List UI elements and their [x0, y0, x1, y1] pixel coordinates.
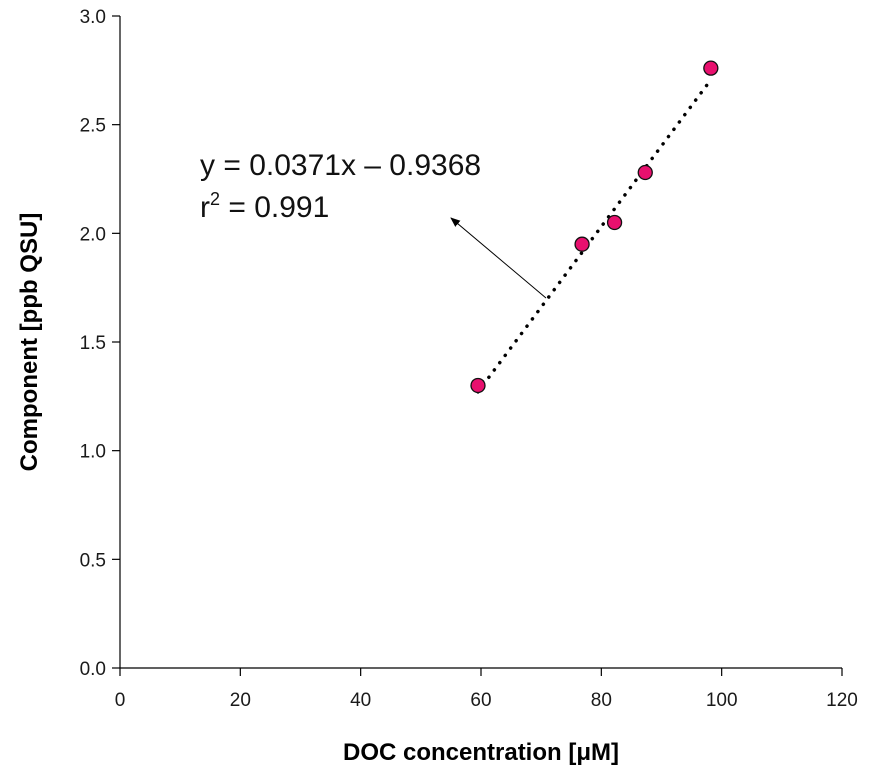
y-axis-title: Component [ppb QSU] — [16, 213, 43, 472]
data-point — [470, 377, 486, 394]
y-tick-label: 2.0 — [80, 224, 106, 245]
y-tick-label: 1.0 — [80, 442, 106, 463]
annotation-arrow — [450, 217, 547, 299]
x-tick-label: 120 — [826, 690, 858, 711]
x-tick-label: 80 — [591, 690, 612, 711]
regression-equation: y = 0.0371x – 0.9368 — [200, 149, 481, 182]
x-tick-label: 20 — [230, 690, 251, 711]
y-tick-label: 1.5 — [80, 333, 106, 354]
data-point — [637, 164, 653, 181]
x-tick-label: 0 — [115, 690, 126, 711]
x-tick-label: 100 — [706, 690, 738, 711]
x-tick-label: 40 — [350, 690, 371, 711]
r-squared-label: r2 = 0.991 — [200, 189, 329, 224]
y-tick-label: 2.5 — [80, 116, 106, 137]
x-axis-title: DOC concentration [μM] — [343, 739, 619, 766]
x-axis-ticks: 0 20 40 60 80 100 120 — [115, 668, 858, 711]
y-tick-label: 3.0 — [80, 7, 106, 28]
data-point — [606, 214, 623, 231]
data-point — [574, 236, 590, 252]
regression-line — [476, 78, 713, 394]
r-squared-value: = 0.991 — [220, 191, 329, 224]
y-tick-label: 0.5 — [80, 550, 106, 571]
x-tick-label: 60 — [470, 690, 491, 711]
y-tick-label: 0.0 — [80, 659, 106, 680]
data-points — [470, 60, 719, 394]
y-axis-ticks: 0.0 0.5 1.0 1.5 2.0 2.5 3.0 — [80, 7, 120, 680]
r-squared-symbol: r — [200, 191, 210, 224]
r-squared-superscript: 2 — [210, 189, 220, 209]
data-point — [703, 60, 719, 76]
